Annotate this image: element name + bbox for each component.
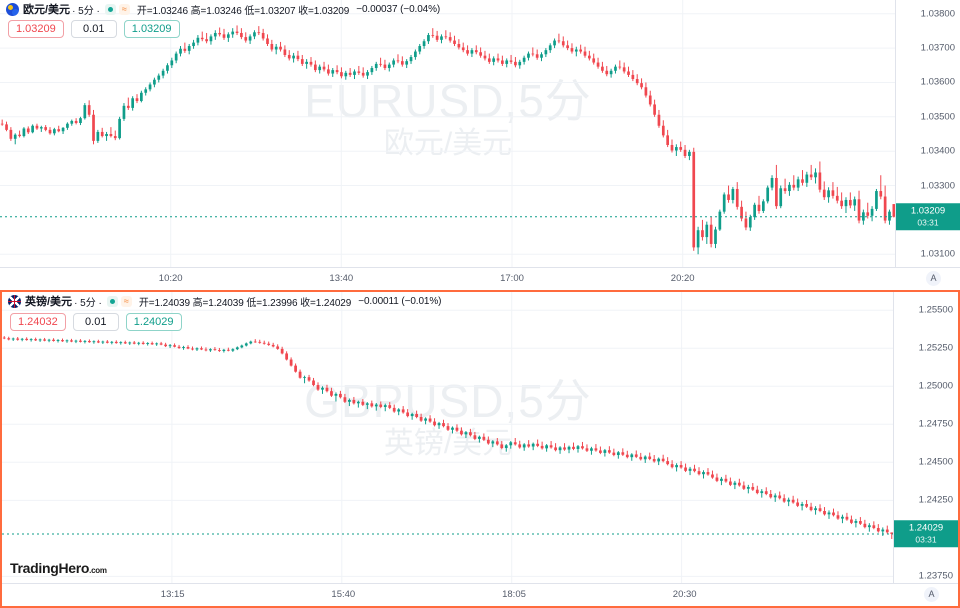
logo-domain: .com [89, 566, 107, 575]
indicator-dot-icon[interactable] [106, 295, 118, 307]
time-tick: 20:20 [670, 273, 695, 284]
badge-price: 1.24029 [908, 522, 944, 534]
ohlc-values: 开=1.03246 高=1.03246 低=1.03207 收=1.03209 [136, 5, 350, 17]
symbol-meta: · 5分 · [72, 5, 100, 17]
time-tick: 15:40 [331, 589, 356, 600]
symbol-name[interactable]: 欧元/美元 [23, 4, 71, 16]
spread-box[interactable]: 0.01 [70, 20, 117, 38]
symbol-meta: · 5分 · [74, 297, 102, 309]
spread-box[interactable]: 0.01 [72, 313, 119, 331]
tradinghero-logo: TradingHero.com [10, 560, 107, 576]
time-tick: 20:30 [672, 589, 697, 600]
time-tick: 13:40 [329, 273, 354, 284]
price-tick: 1.03700 [920, 42, 955, 54]
time-axis-gbpusd[interactable]: A 13:15 15:40 18:05 20:30 [2, 583, 958, 606]
quote-boxes-gbpusd: 1.24032 0.01 1.24029 [10, 313, 182, 331]
badge-price: 1.03209 [910, 205, 946, 217]
badge-time: 03:31 [915, 534, 937, 545]
price-tick: 1.03500 [920, 111, 955, 123]
price-tick: 1.03800 [920, 8, 955, 20]
price-tick: 1.03300 [920, 180, 955, 192]
price-axis-eurusd[interactable]: 1.03800 1.03700 1.03600 1.03500 1.03400 1.033… [895, 0, 960, 268]
price-tick: 1.25250 [918, 342, 953, 354]
legend-gbpusd: 英镑/美元 · 5分 · ≈ 开=1.24039 高=1.24039 低=1.2… [8, 293, 442, 309]
sell-price-box[interactable]: 1.24032 [10, 313, 66, 331]
price-tick: 1.25500 [918, 304, 953, 316]
time-tick: 18:05 [502, 589, 526, 600]
price-tick: 1.23750 [918, 570, 953, 582]
price-tick: 1.03100 [920, 248, 955, 260]
price-tick: 1.24750 [918, 418, 953, 430]
badge-time: 03:31 [917, 216, 939, 227]
ohlc-values: 开=1.24039 高=1.24039 低=1.23996 收=1.24029 [138, 297, 352, 309]
time-tick: 10:20 [158, 273, 183, 284]
last-price-badge: 1.24029 03:31 [894, 520, 958, 548]
sell-price-box[interactable]: 1.03209 [8, 20, 64, 38]
change-values: −0.00011 (−0.01%) [358, 295, 442, 307]
price-tick: 1.25000 [918, 380, 953, 392]
indicator-dot-icon[interactable] [104, 3, 116, 15]
price-tick: 1.24250 [918, 494, 953, 506]
symbol-name[interactable]: 英镑/美元 [25, 296, 73, 308]
price-tick: 1.03400 [920, 145, 955, 157]
buy-price-box[interactable]: 1.24029 [125, 313, 182, 331]
auto-scale-button[interactable]: A [924, 587, 939, 602]
logo-text: TradingHero [10, 560, 90, 576]
wave-icon[interactable]: ≈ [118, 3, 130, 15]
legend-eurusd: 欧元/美元 · 5分 · ≈ 开=1.03246 高=1.03246 低=1.0… [6, 1, 440, 17]
price-tick: 1.03600 [920, 76, 955, 88]
last-price-badge: 1.03209 03:31 [896, 203, 960, 231]
buy-price-box[interactable]: 1.03209 [123, 20, 180, 38]
wave-icon[interactable]: ≈ [120, 295, 132, 307]
quote-boxes-eurusd: 1.03209 0.01 1.03209 [8, 20, 180, 38]
change-values: −0.00037 (−0.04%) [356, 3, 441, 15]
plot-area-eurusd[interactable] [0, 0, 896, 268]
chart-panel-gbpusd[interactable]: GBPUSD,5分 英镑/美元 英镑/美元 · 5分 · ≈ 开=1.24039… [0, 290, 960, 608]
auto-scale-button[interactable]: A [926, 271, 941, 286]
plot-area-gbpusd[interactable] [2, 292, 894, 584]
time-axis-eurusd[interactable]: A 10:20 13:40 17:00 20:20 [0, 267, 960, 290]
price-tick: 1.24500 [918, 456, 953, 468]
time-tick: 17:00 [500, 273, 524, 284]
eu-flag-icon [6, 2, 19, 16]
price-axis-gbpusd[interactable]: 1.25500 1.25250 1.25000 1.24750 1.24500 1.242… [893, 292, 958, 584]
gb-flag-icon [8, 294, 21, 308]
time-tick: 13:15 [160, 589, 185, 600]
chart-panel-eurusd[interactable]: EURUSD,5分 欧元/美元 欧元/美元 · 5分 · ≈ 开=1.03246… [0, 0, 960, 290]
